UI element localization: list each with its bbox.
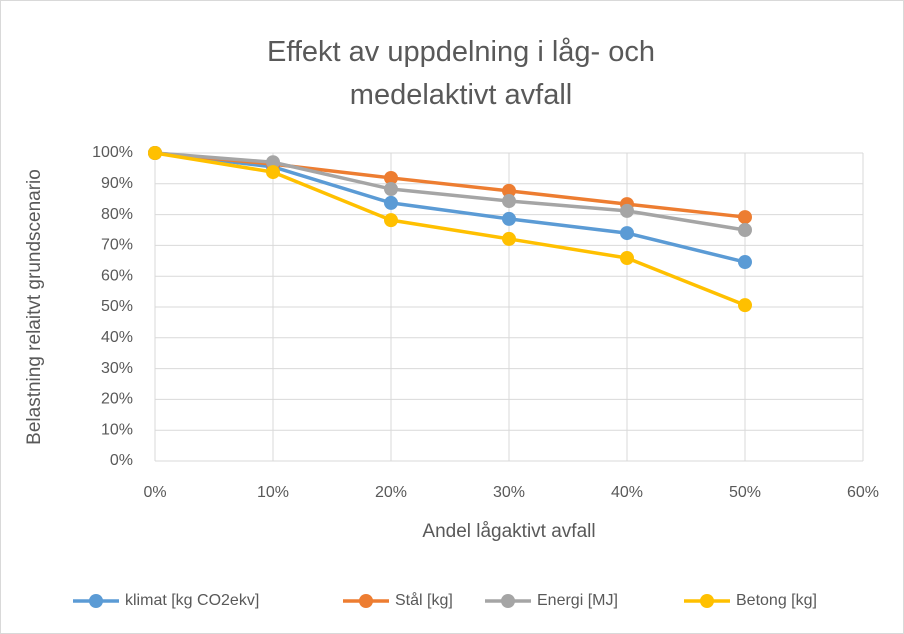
y-tick-label: 60% bbox=[101, 267, 133, 284]
legend-label: klimat [kg CO2ekv] bbox=[125, 592, 259, 609]
x-tick-label: 50% bbox=[729, 484, 761, 501]
legend-label: Energi [MJ] bbox=[537, 592, 618, 609]
data-point bbox=[620, 226, 634, 241]
data-point bbox=[266, 155, 280, 170]
data-point bbox=[620, 203, 634, 218]
data-point bbox=[738, 210, 752, 225]
x-tick-label: 20% bbox=[375, 484, 407, 501]
y-tick-label: 20% bbox=[101, 391, 133, 408]
x-axis-title: Andel lågaktivt avfall bbox=[422, 521, 595, 542]
data-point bbox=[502, 231, 516, 246]
data-point bbox=[502, 194, 516, 209]
data-point bbox=[738, 298, 752, 313]
series-line bbox=[154, 151, 746, 219]
x-tick-label: 60% bbox=[847, 484, 879, 501]
chart-title: Effekt av uppdelning i låg- och medelakt… bbox=[266, 36, 655, 111]
legend-label: Stål [kg] bbox=[395, 591, 453, 609]
legend-marker bbox=[89, 594, 103, 608]
y-axis-title: Belastning relaitvt grundscenario bbox=[24, 169, 45, 445]
data-point bbox=[384, 182, 398, 197]
y-tick-label: 90% bbox=[101, 175, 133, 192]
x-tick-label: 40% bbox=[611, 484, 643, 501]
series-line bbox=[154, 151, 746, 307]
data-point bbox=[266, 165, 280, 180]
y-tick-label: 80% bbox=[101, 206, 133, 223]
x-tick-label: 0% bbox=[143, 484, 166, 501]
y-tick-label: 30% bbox=[101, 360, 133, 377]
series-line bbox=[154, 151, 746, 232]
legend-marker bbox=[501, 594, 515, 608]
legend-marker bbox=[359, 594, 373, 608]
data-point bbox=[502, 211, 516, 226]
data-point bbox=[502, 183, 516, 198]
data-point bbox=[148, 146, 162, 160]
y-tick-label: 10% bbox=[101, 421, 133, 438]
y-tick-label: 0% bbox=[110, 452, 133, 469]
y-tick-label: 70% bbox=[101, 237, 133, 254]
data-point bbox=[384, 213, 398, 228]
data-point bbox=[620, 251, 634, 266]
series-line bbox=[154, 151, 746, 264]
x-tick-label: 30% bbox=[493, 484, 525, 501]
data-point bbox=[738, 223, 752, 237]
y-tick-label: 100% bbox=[92, 144, 133, 161]
data-point bbox=[384, 170, 398, 185]
legend-label: Betong [kg] bbox=[736, 592, 817, 609]
data-point bbox=[384, 195, 398, 210]
y-tick-label: 50% bbox=[101, 298, 133, 315]
data-point bbox=[738, 255, 752, 270]
legend-marker bbox=[700, 594, 714, 608]
y-tick-label: 40% bbox=[101, 329, 133, 346]
x-tick-label: 10% bbox=[257, 484, 289, 501]
